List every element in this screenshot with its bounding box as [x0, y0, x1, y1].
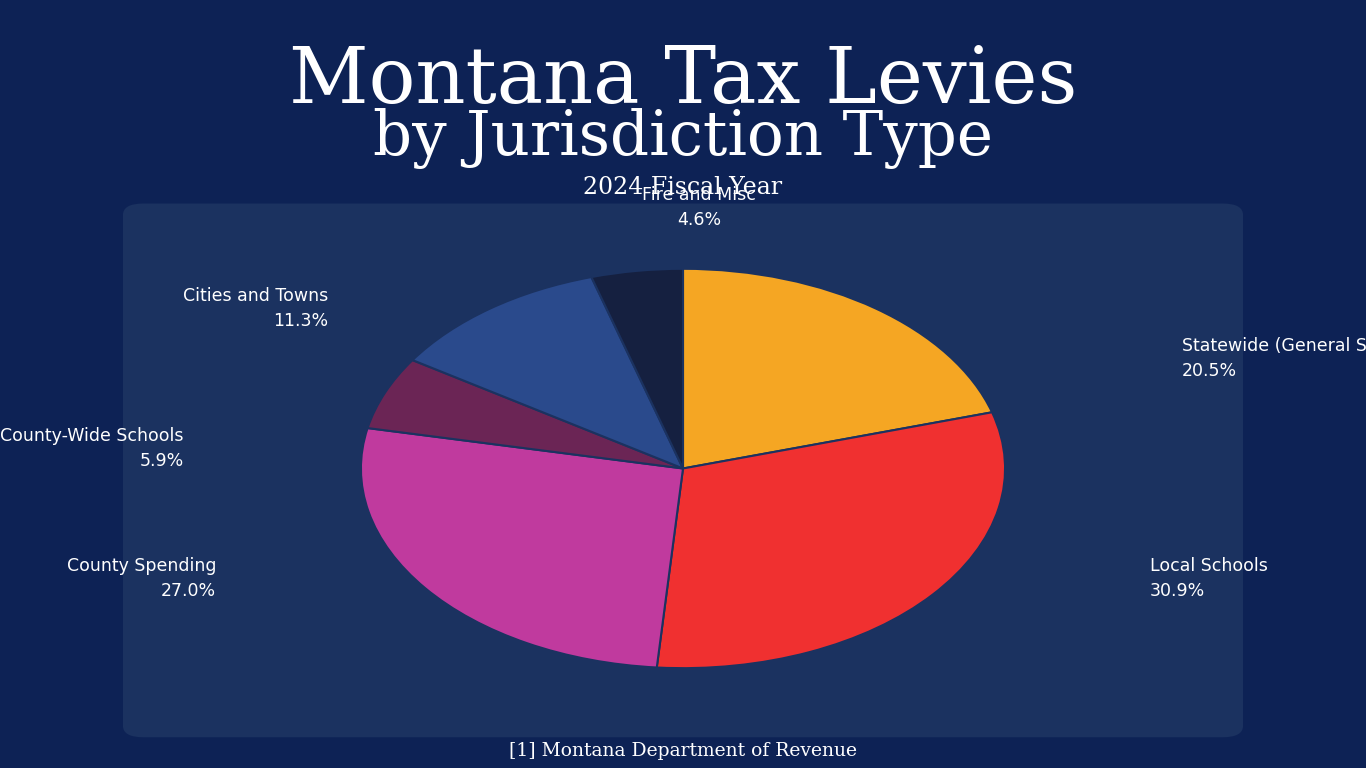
Text: County Spending
27.0%: County Spending 27.0% — [67, 557, 216, 600]
Text: [1] Montana Department of Revenue: [1] Montana Department of Revenue — [510, 742, 856, 760]
Text: by Jurisdiction Type: by Jurisdiction Type — [373, 108, 993, 169]
Text: Fire and Misc
4.6%: Fire and Misc 4.6% — [642, 186, 755, 229]
Wedge shape — [657, 412, 1005, 668]
Text: Montana Tax Levies: Montana Tax Levies — [288, 43, 1078, 118]
Text: Statewide (General Services)
20.5%: Statewide (General Services) 20.5% — [1182, 337, 1366, 380]
Wedge shape — [683, 269, 992, 468]
Wedge shape — [413, 277, 683, 468]
Wedge shape — [361, 428, 683, 667]
Text: Local Schools
30.9%: Local Schools 30.9% — [1150, 557, 1268, 600]
Wedge shape — [367, 360, 683, 468]
Text: Cities and Towns
11.3%: Cities and Towns 11.3% — [183, 287, 329, 330]
Text: 2024 Fiscal Year: 2024 Fiscal Year — [583, 176, 783, 199]
Wedge shape — [591, 269, 683, 468]
Text: County-Wide Schools
5.9%: County-Wide Schools 5.9% — [0, 427, 184, 470]
